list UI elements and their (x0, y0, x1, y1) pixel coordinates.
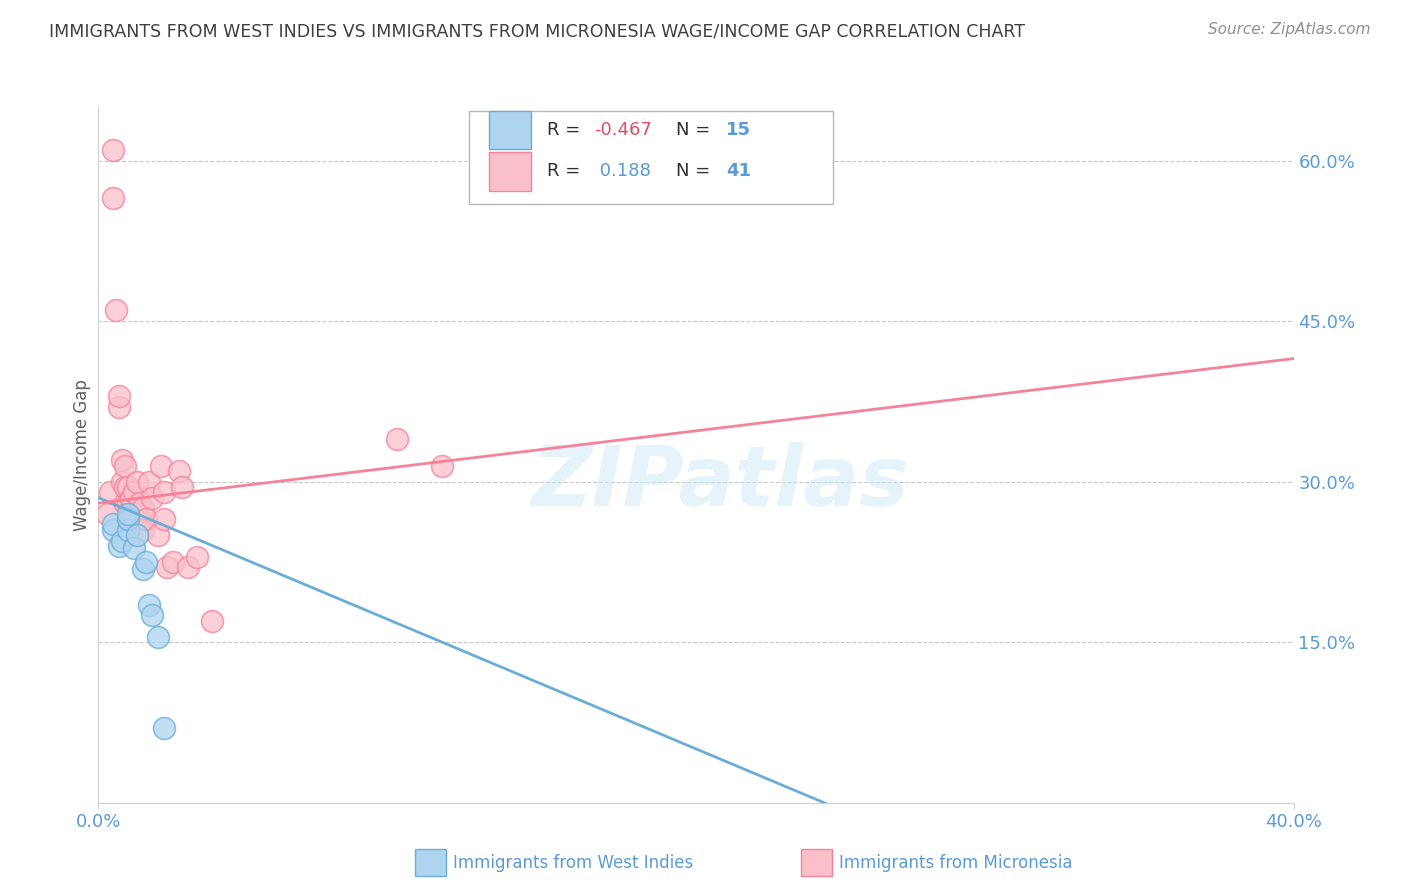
Text: Immigrants from West Indies: Immigrants from West Indies (453, 854, 693, 871)
Text: N =: N = (676, 120, 716, 138)
Point (124, 541, 146, 555)
Point (129, 512, 152, 526)
Point (127, 528, 149, 542)
Point (148, 630, 170, 644)
Point (111, 533, 134, 548)
Point (103, 523, 125, 537)
Point (201, 614, 224, 628)
Point (172, 480, 194, 494)
Point (120, 491, 142, 505)
Point (430, 458, 453, 473)
Point (100, 485, 122, 500)
Point (153, 721, 176, 735)
Point (103, 517, 125, 532)
Point (117, 496, 139, 510)
Point (177, 560, 200, 574)
Point (153, 485, 176, 500)
Point (103, 143, 125, 157)
Point (132, 501, 155, 516)
FancyBboxPatch shape (489, 111, 531, 149)
Text: Source: ZipAtlas.com: Source: ZipAtlas.com (1208, 22, 1371, 37)
Point (111, 475, 134, 489)
Point (108, 389, 131, 403)
Point (108, 539, 131, 553)
Point (114, 458, 136, 473)
Point (167, 464, 190, 478)
Point (127, 507, 149, 521)
FancyBboxPatch shape (489, 153, 531, 191)
Text: N =: N = (676, 162, 716, 180)
Point (129, 496, 152, 510)
Point (135, 555, 157, 569)
Point (127, 475, 149, 489)
Point (96, 507, 118, 521)
Point (138, 598, 160, 612)
Point (117, 480, 139, 494)
Text: R =: R = (547, 120, 585, 138)
FancyBboxPatch shape (470, 111, 834, 204)
Point (132, 523, 155, 537)
Point (135, 512, 157, 526)
Text: -0.467: -0.467 (595, 120, 652, 138)
Point (117, 512, 139, 526)
Point (153, 512, 176, 526)
Point (124, 485, 146, 500)
Text: 0.188: 0.188 (595, 162, 651, 180)
Point (162, 555, 184, 569)
Point (114, 480, 136, 494)
Point (111, 453, 134, 467)
Point (141, 608, 163, 623)
Point (156, 560, 179, 574)
Point (138, 475, 160, 489)
Text: Immigrants from Micronesia: Immigrants from Micronesia (839, 854, 1073, 871)
Point (117, 507, 139, 521)
Point (103, 191, 125, 205)
Text: ZIPatlas: ZIPatlas (531, 442, 908, 524)
Y-axis label: Wage/Income Gap: Wage/Income Gap (73, 379, 91, 531)
Text: 41: 41 (725, 162, 751, 180)
Text: IMMIGRANTS FROM WEST INDIES VS IMMIGRANTS FROM MICRONESIA WAGE/INCOME GAP CORREL: IMMIGRANTS FROM WEST INDIES VS IMMIGRANT… (49, 22, 1025, 40)
Point (132, 562, 155, 576)
Point (385, 432, 409, 446)
Point (105, 303, 128, 318)
Text: R =: R = (547, 162, 585, 180)
Point (120, 501, 142, 516)
Point (186, 549, 208, 564)
Point (108, 400, 131, 414)
Point (114, 496, 136, 510)
Point (117, 512, 139, 526)
Point (124, 507, 146, 521)
Text: 15: 15 (725, 120, 751, 138)
Point (150, 458, 173, 473)
Point (148, 528, 170, 542)
Point (141, 491, 163, 505)
Point (117, 523, 139, 537)
